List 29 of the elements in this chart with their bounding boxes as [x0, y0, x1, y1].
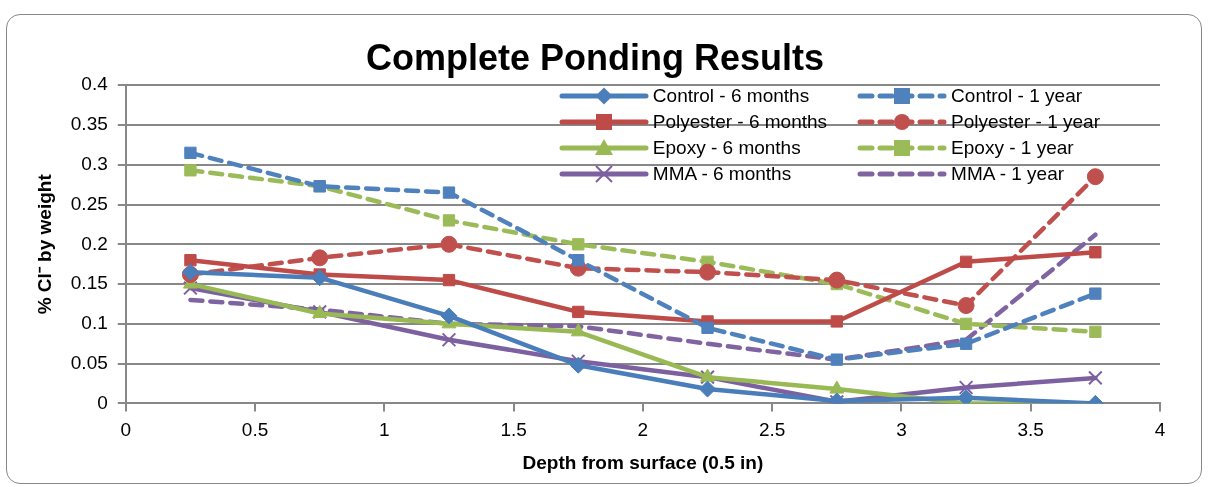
legend-label: Control - 1 year: [951, 84, 1083, 109]
x-tick-label: 1: [379, 419, 390, 441]
legend-label: MMA - 6 months: [652, 162, 792, 187]
y-tick-label: 0.4: [81, 73, 109, 95]
x-tick-label: 2.5: [758, 419, 786, 441]
x-tick-label: 3: [896, 419, 907, 441]
y-tick-label: 0.1: [81, 312, 108, 334]
legend-label: Polyester - 6 months: [652, 110, 828, 135]
x-tick-label: 4: [1154, 419, 1166, 441]
y-tick-label: 0.15: [70, 272, 108, 294]
x-axis-title: Depth from surface (0.5 in): [522, 451, 764, 473]
y-tick-label: 0.35: [70, 113, 108, 135]
legend-label: MMA - 1 year: [951, 162, 1065, 187]
legend-label: Epoxy - 6 months: [652, 136, 801, 161]
x-tick-label: 2: [637, 419, 649, 441]
y-tick-label: 0: [97, 391, 108, 413]
x-tick-label: 3.5: [1017, 419, 1044, 441]
y-tick-label: 0.25: [70, 192, 108, 214]
y-tick-label: 0.2: [81, 232, 108, 254]
x-tick-label: 0: [120, 419, 132, 441]
legend-label: Epoxy - 1 year: [951, 136, 1074, 161]
x-tick-label: 1.5: [500, 419, 527, 441]
chart-title: Complete Ponding Results: [365, 36, 825, 78]
legend-label: Polyester - 1 year: [951, 110, 1100, 135]
y-tick-label: 0.05: [70, 351, 108, 373]
y-axis-title: % Cl⁻ by weight: [33, 173, 55, 315]
y-tick-label: 0.3: [81, 152, 108, 174]
legend-label: Control - 6 months: [652, 84, 810, 109]
x-tick-label: 0.5: [241, 419, 269, 441]
